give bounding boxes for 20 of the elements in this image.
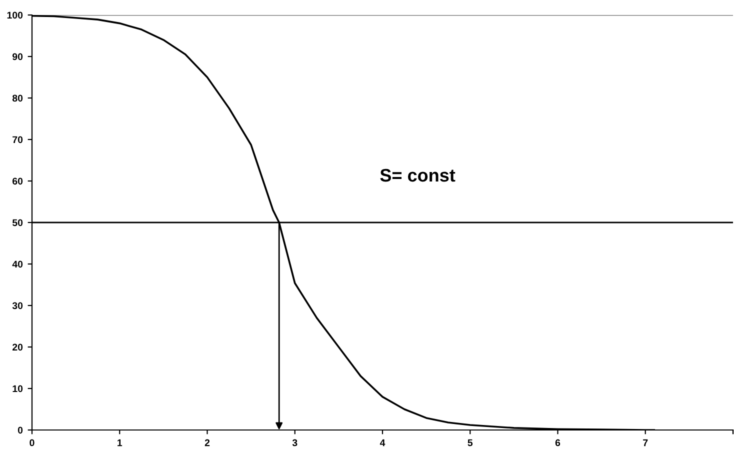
y-tick-label: 80 bbox=[12, 94, 23, 102]
y-tick-label: 10 bbox=[12, 385, 23, 392]
y-tick-label: 100 bbox=[7, 12, 23, 19]
y-tick-label: 60 bbox=[12, 178, 23, 185]
x-tick-label: 5 bbox=[468, 439, 473, 446]
x-tick-label: 4 bbox=[380, 439, 386, 446]
annotation: S= const bbox=[380, 168, 456, 182]
y-tick-label: 50 bbox=[12, 219, 23, 226]
y-tick-label: 70 bbox=[12, 136, 23, 144]
y-tick-label: 90 bbox=[12, 53, 23, 60]
y-tick-label: 30 bbox=[12, 302, 23, 310]
y-tick-label: 40 bbox=[12, 260, 23, 268]
x-tick-label: 1 bbox=[118, 439, 122, 446]
x-tick-label: 6 bbox=[555, 439, 560, 446]
y-tick-label: 20 bbox=[12, 344, 23, 351]
x-tick-label: 2 bbox=[204, 439, 210, 446]
x-tick-label: 7 bbox=[643, 439, 648, 446]
y-tick-label: 0 bbox=[18, 426, 23, 434]
x-tick-label: 3 bbox=[292, 439, 298, 446]
x-tick-label: 0 bbox=[30, 439, 34, 446]
